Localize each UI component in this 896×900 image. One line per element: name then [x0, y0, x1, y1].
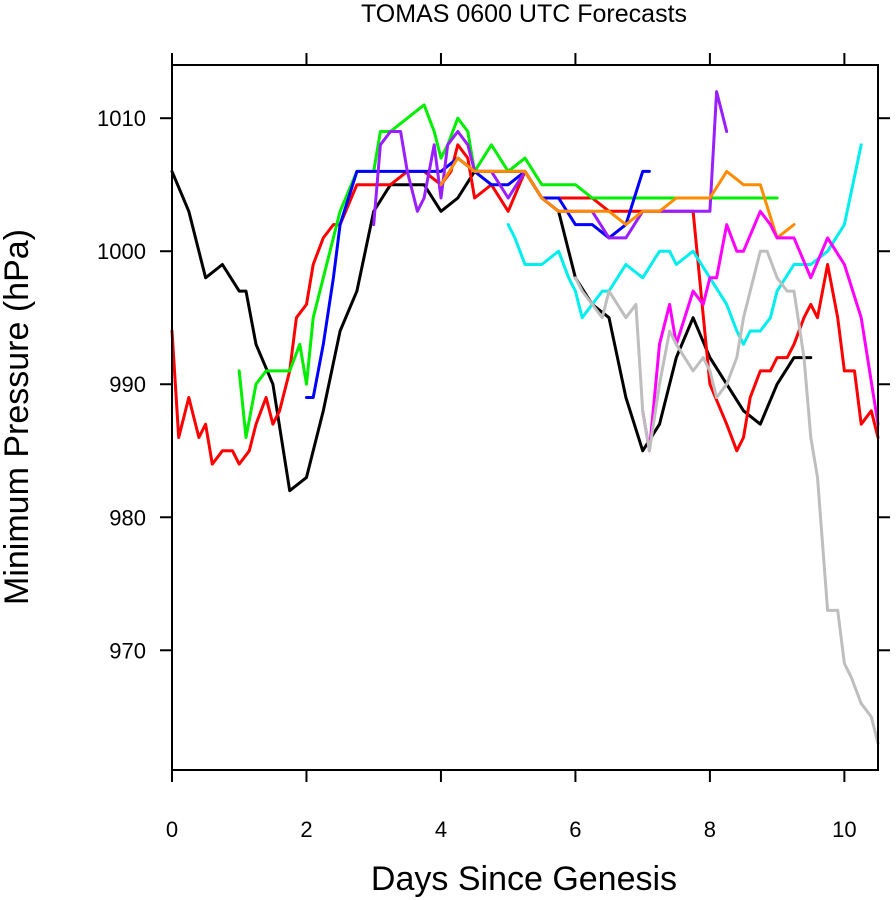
plot-area-frame	[171, 64, 879, 771]
y-axis-label: Minimum Pressure (hPa)	[0, 229, 36, 605]
series-line-2	[170, 143, 880, 466]
x-tick-label: 6	[569, 817, 581, 842]
series-line-1	[170, 169, 813, 493]
x-tick-label: 8	[704, 817, 716, 842]
series-layer	[170, 90, 880, 745]
y-tick-label: 990	[109, 372, 146, 397]
y-tick-label: 970	[109, 638, 146, 663]
x-tick-label: 4	[435, 817, 447, 842]
series-line-9	[573, 249, 880, 745]
x-axis-label: Days Since Genesis	[371, 860, 677, 898]
series-line-8	[641, 209, 880, 453]
series-line-7	[506, 143, 863, 346]
series-line-3	[237, 103, 779, 439]
chart-title: TOMAS 0600 UTC Forecasts	[361, 0, 687, 28]
y-tick-label: 980	[109, 505, 146, 530]
x-tick-label: 2	[300, 817, 312, 842]
series-line-5	[372, 90, 729, 240]
series-line-6	[439, 156, 796, 240]
y-tick-label: 1010	[97, 106, 146, 131]
x-tick-label: 0	[166, 817, 178, 842]
axis-ticks: 0 2 4 6 8 10 970 980 990 1000 1010	[97, 53, 890, 842]
y-tick-label: 1000	[97, 239, 146, 264]
x-tick-label: 10	[832, 817, 856, 842]
